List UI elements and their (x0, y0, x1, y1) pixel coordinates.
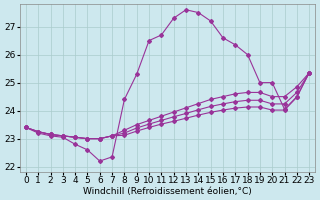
X-axis label: Windchill (Refroidissement éolien,°C): Windchill (Refroidissement éolien,°C) (83, 187, 252, 196)
